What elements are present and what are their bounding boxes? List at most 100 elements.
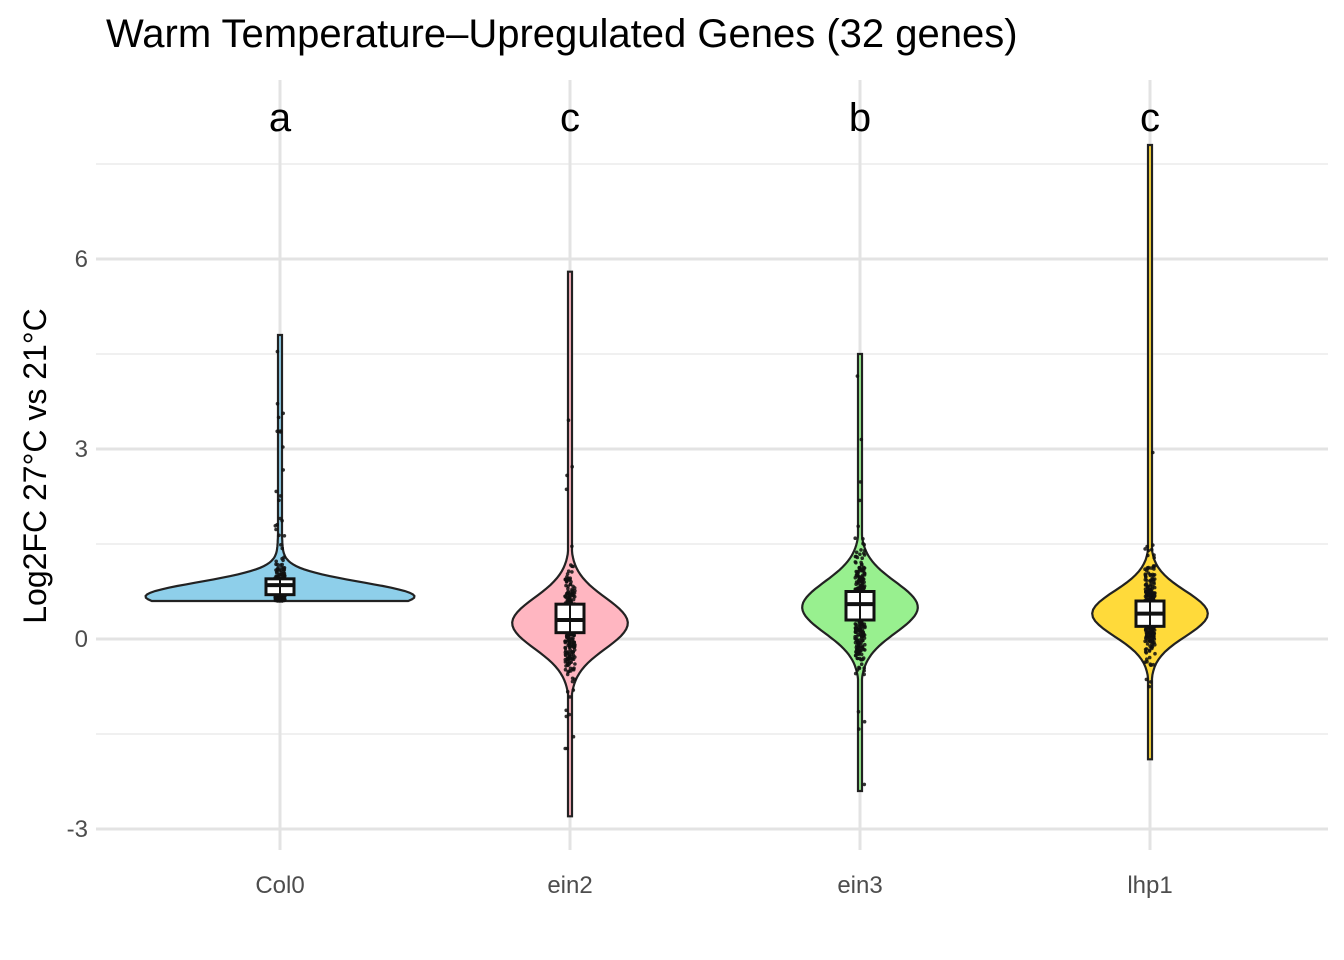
data-point (565, 659, 569, 664)
data-point (1149, 579, 1153, 584)
data-point (572, 594, 577, 599)
data-point (278, 598, 282, 603)
data-point (859, 662, 864, 666)
data-point (277, 595, 282, 600)
data-point (1152, 594, 1157, 598)
data-point (573, 662, 577, 666)
data-point (565, 746, 569, 751)
data-point (859, 579, 863, 583)
data-point (858, 480, 863, 484)
data-point (1152, 582, 1156, 586)
significance-label: c (560, 96, 580, 140)
data-point (570, 464, 574, 469)
data-point (1148, 589, 1153, 594)
data-point (566, 418, 571, 423)
chart-title: Warm Temperature–Upregulated Genes (32 g… (106, 12, 1018, 56)
data-point (854, 560, 858, 565)
data-point (567, 595, 572, 599)
data-point (280, 562, 285, 567)
data-point (568, 695, 572, 699)
data-point (281, 468, 286, 472)
data-point (274, 527, 278, 532)
significance-label: c (1140, 96, 1160, 140)
data-point (853, 671, 858, 676)
data-point (565, 572, 570, 576)
axis-layer: -3 0 3 6 Col0 a ein2 c ein3 b lhp1 c (67, 96, 1173, 899)
violin-body (144, 333, 416, 603)
data-point (565, 473, 569, 478)
data-point (278, 429, 283, 433)
violin-group-ein3 (801, 352, 919, 793)
data-point (857, 498, 862, 503)
data-point (570, 587, 574, 592)
data-point (568, 598, 573, 602)
violin-group-Col0 (144, 333, 416, 603)
data-point (1147, 655, 1152, 660)
violin-body (1091, 143, 1209, 761)
data-point (862, 666, 866, 670)
data-point (568, 656, 572, 661)
data-point (275, 401, 280, 406)
data-point (1147, 684, 1152, 689)
data-point (854, 582, 858, 586)
data-point (571, 734, 576, 739)
significance-label: b (849, 96, 871, 140)
data-point (563, 653, 568, 658)
data-point (573, 643, 577, 647)
data-point (568, 582, 573, 586)
data-point (1148, 644, 1152, 648)
data-point (854, 622, 858, 627)
data-point (275, 522, 279, 527)
data-point (279, 568, 283, 572)
data-point (274, 559, 279, 564)
data-point (862, 668, 866, 673)
data-point (1151, 450, 1155, 455)
data-point (862, 586, 866, 590)
data-point (1145, 544, 1149, 549)
data-point (860, 569, 865, 573)
data-point (567, 669, 571, 673)
data-point (862, 636, 867, 640)
data-point (859, 563, 864, 567)
data-point (568, 577, 572, 582)
data-point (1145, 566, 1150, 570)
data-point (1143, 660, 1147, 664)
data-point (278, 494, 283, 498)
data-point (1145, 639, 1149, 643)
significance-label: a (269, 96, 292, 140)
data-point (1146, 548, 1151, 553)
data-point (855, 668, 860, 672)
data-point (1152, 553, 1156, 557)
data-point (280, 546, 285, 551)
data-point (1152, 585, 1157, 590)
data-point (856, 524, 860, 529)
data-point (568, 644, 573, 648)
data-point (279, 543, 283, 547)
data-point (854, 638, 859, 643)
data-point (862, 672, 866, 677)
data-point (282, 598, 286, 603)
data-point (275, 567, 280, 571)
data-point (568, 666, 573, 671)
data-point (861, 537, 865, 541)
data-point (565, 689, 570, 694)
data-point (858, 626, 863, 630)
data-point (566, 598, 570, 602)
data-point (277, 533, 281, 538)
data-point (1143, 594, 1148, 599)
data-point (857, 727, 861, 731)
data-point (854, 550, 859, 555)
data-point (862, 542, 866, 547)
data-point (566, 587, 570, 591)
data-point (862, 719, 867, 724)
data-point (859, 437, 864, 442)
data-point (855, 374, 860, 378)
data-point (863, 624, 867, 629)
x-tick-label: Col0 (255, 872, 304, 899)
data-point (276, 415, 281, 420)
data-point (571, 564, 575, 569)
data-point (1145, 642, 1150, 646)
data-point (856, 709, 861, 714)
data-point (570, 544, 574, 549)
data-point (860, 634, 865, 638)
